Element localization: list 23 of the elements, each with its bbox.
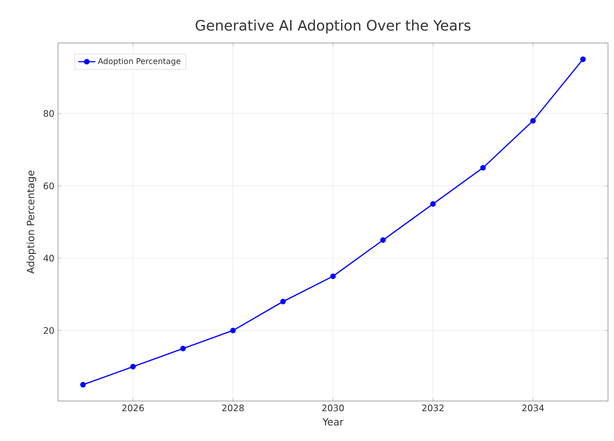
y-tick-label: 20 [44, 327, 54, 334]
point [330, 273, 336, 280]
point [280, 298, 286, 304]
y-tick-label: 60 [44, 182, 54, 190]
chart-title: Generative AI Adoption Over the Years [196, 20, 470, 34]
x-tick-label: 2034 [522, 404, 544, 412]
x-tick-label: 2030 [322, 404, 344, 412]
point [80, 382, 86, 388]
x-tick-label: 2032 [422, 404, 444, 412]
y-axis-title: Adoption Percentage [26, 170, 36, 274]
point [480, 164, 486, 171]
y-tick-label: 40 [44, 254, 54, 262]
point [380, 237, 386, 243]
point [530, 118, 536, 124]
point [130, 364, 136, 370]
x-tick-label: 2026 [122, 404, 144, 412]
x-axis-title: Year [322, 418, 344, 426]
point [580, 56, 586, 62]
point [430, 201, 436, 207]
y-tick-label: 80 [44, 110, 54, 117]
point [230, 328, 236, 334]
x-tick-label: 2028 [222, 404, 244, 412]
point [180, 346, 186, 352]
